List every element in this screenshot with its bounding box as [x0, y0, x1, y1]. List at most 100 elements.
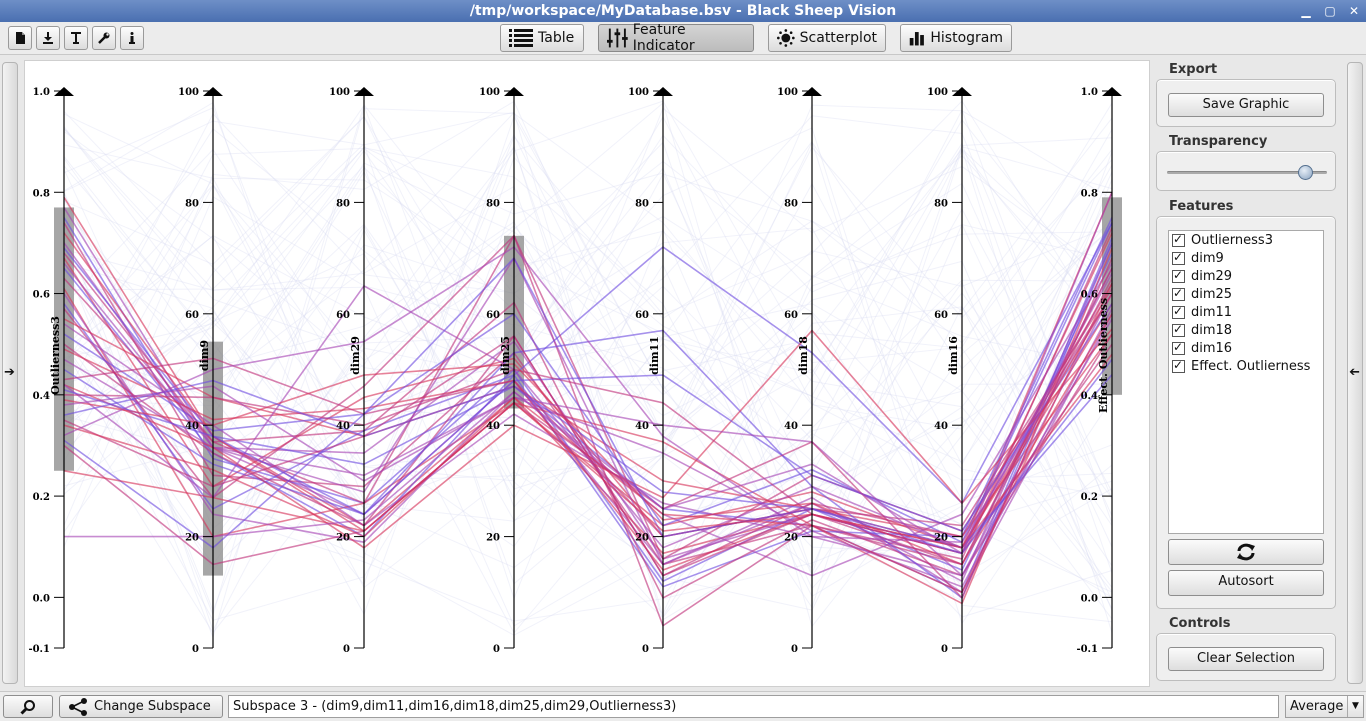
aggregation-value: Average	[1290, 699, 1344, 714]
aggregation-select[interactable]: Average ▼	[1285, 695, 1364, 718]
wrench-icon	[98, 32, 110, 44]
right-collapse-bar[interactable]: ➔	[1347, 62, 1363, 684]
left-collapse-bar[interactable]: ➔	[2, 62, 18, 684]
axis-tick-label: 0	[493, 644, 500, 655]
feature-checkbox[interactable]	[1172, 340, 1185, 355]
text-button[interactable]	[64, 26, 88, 50]
refresh-button[interactable]	[1168, 539, 1324, 565]
transparency-slider-track[interactable]	[1167, 171, 1327, 174]
axis-label: dim29	[349, 336, 362, 375]
axis-tick-label: 20	[635, 533, 649, 544]
save-graphic-button[interactable]: Save Graphic	[1168, 93, 1324, 117]
axis-tick-label: 80	[336, 198, 350, 209]
axis-tick-label: 80	[185, 198, 199, 209]
axis-tick-label: 100	[178, 87, 199, 98]
settings-button[interactable]	[92, 26, 116, 50]
data-line	[63, 358, 1113, 555]
feature-label: Effect. Outlierness	[1191, 358, 1311, 374]
chevron-down-icon: ▼	[1347, 696, 1363, 717]
view-scatterplot-button[interactable]: Scatterplot	[768, 24, 886, 52]
context-line	[63, 137, 1113, 576]
import-button[interactable]	[36, 26, 60, 50]
context-line	[63, 113, 1113, 498]
info-icon	[129, 32, 135, 44]
context-line	[63, 158, 1113, 521]
axis-tick-label: 0.0	[1081, 593, 1098, 604]
axis-tick-label: 100	[329, 87, 350, 98]
axis-tick-label: 0	[791, 644, 798, 655]
feature-item[interactable]: dim11	[1169, 303, 1323, 321]
axis-tick-label: 1.0	[1081, 87, 1098, 98]
import-icon	[43, 32, 53, 44]
subspace-field[interactable]: Subspace 3 - (dim9,dim11,dim16,dim18,dim…	[228, 695, 1279, 718]
info-button[interactable]	[120, 26, 144, 50]
axis-tick-label: 100	[777, 87, 798, 98]
feature-checkbox[interactable]	[1172, 268, 1185, 283]
export-title: Export	[1169, 62, 1218, 77]
data-line	[63, 318, 1113, 538]
feature-item[interactable]: Outlierness3	[1169, 231, 1323, 249]
context-line	[63, 115, 1113, 481]
bottom-bar: Change Subspace Subspace 3 - (dim9,dim11…	[0, 691, 1366, 721]
feature-checkbox[interactable]	[1172, 250, 1185, 265]
axis-tick-label: 100	[628, 87, 649, 98]
feature-item[interactable]: dim25	[1169, 285, 1323, 303]
feature-item[interactable]: dim29	[1169, 267, 1323, 285]
feature-item[interactable]: dim16	[1169, 339, 1323, 357]
context-line	[63, 146, 1113, 620]
feature-checkbox[interactable]	[1172, 304, 1185, 319]
change-subspace-button[interactable]: Change Subspace	[59, 695, 223, 718]
controls-group: Clear Selection	[1156, 633, 1336, 681]
maximize-icon[interactable]: ▢	[1324, 4, 1336, 18]
axis-tick-label: 0	[192, 644, 199, 655]
data-line	[63, 247, 1113, 605]
minimize-icon[interactable]: ▁	[1301, 4, 1311, 18]
features-list[interactable]: Outlierness3 dim9 dim29 dim25 dim11 dim18 dim1…	[1168, 230, 1324, 534]
parallel-coordinates-svg[interactable]: 1.0 0.8 0.6 0.4 0.2 0.0 -0.1 Outlierness3 100 80 6…	[25, 61, 1151, 688]
change-subspace-label: Change Subspace	[94, 699, 211, 714]
view-feature-indicator-label: Feature Indicator	[632, 22, 695, 54]
view-histogram-button[interactable]: Histogram	[900, 24, 1012, 52]
context-line	[63, 170, 1113, 619]
feature-checkbox[interactable]	[1172, 232, 1185, 247]
context-line	[63, 166, 1113, 546]
search-button[interactable]	[3, 695, 53, 718]
feature-item[interactable]: Effect. Outlierness	[1169, 357, 1323, 375]
clear-selection-button[interactable]: Clear Selection	[1168, 647, 1324, 671]
autosort-button[interactable]: Autosort	[1168, 570, 1324, 596]
parallel-coordinates-plot[interactable]: 1.0 0.8 0.6 0.4 0.2 0.0 -0.1 Outlierness3 100 80 6…	[24, 60, 1150, 687]
feature-label: dim29	[1191, 268, 1233, 284]
context-line	[63, 128, 1113, 634]
axis-tick-label: 100	[927, 87, 948, 98]
axis-label: dim25	[499, 336, 512, 375]
side-panel: Export Save Graphic Transparency Feature…	[1156, 60, 1338, 687]
context-line	[63, 167, 1113, 583]
context-line	[63, 149, 1113, 510]
view-feature-indicator-button[interactable]: Feature Indicator	[598, 22, 754, 54]
feature-checkbox[interactable]	[1172, 322, 1185, 337]
feature-label: dim11	[1191, 304, 1233, 320]
features-title: Features	[1169, 199, 1234, 214]
feature-item[interactable]: dim18	[1169, 321, 1323, 339]
feature-checkbox[interactable]	[1172, 286, 1185, 301]
feature-label: Outlierness3	[1191, 232, 1273, 248]
data-line	[63, 207, 1113, 583]
feature-label: dim9	[1191, 250, 1224, 266]
context-line	[63, 223, 1113, 611]
data-line	[64, 191, 1113, 555]
transparency-slider-knob[interactable]	[1297, 165, 1313, 180]
axis-tick-label: -0.1	[1076, 644, 1098, 655]
axis-label: dim16	[947, 336, 960, 375]
context-line	[63, 110, 1113, 611]
axis-tick-label: 0.0	[33, 593, 50, 604]
view-table-button[interactable]: Table	[500, 24, 584, 52]
feature-checkbox[interactable]	[1172, 358, 1185, 373]
data-line	[63, 257, 1113, 600]
context-line	[63, 141, 1113, 522]
feature-item[interactable]: dim9	[1169, 249, 1323, 267]
close-icon[interactable]: ✕	[1348, 4, 1360, 18]
axis-label: dim18	[797, 336, 810, 375]
data-line	[63, 262, 1113, 577]
new-file-button[interactable]	[8, 26, 32, 50]
share-nodes-icon	[69, 697, 87, 716]
